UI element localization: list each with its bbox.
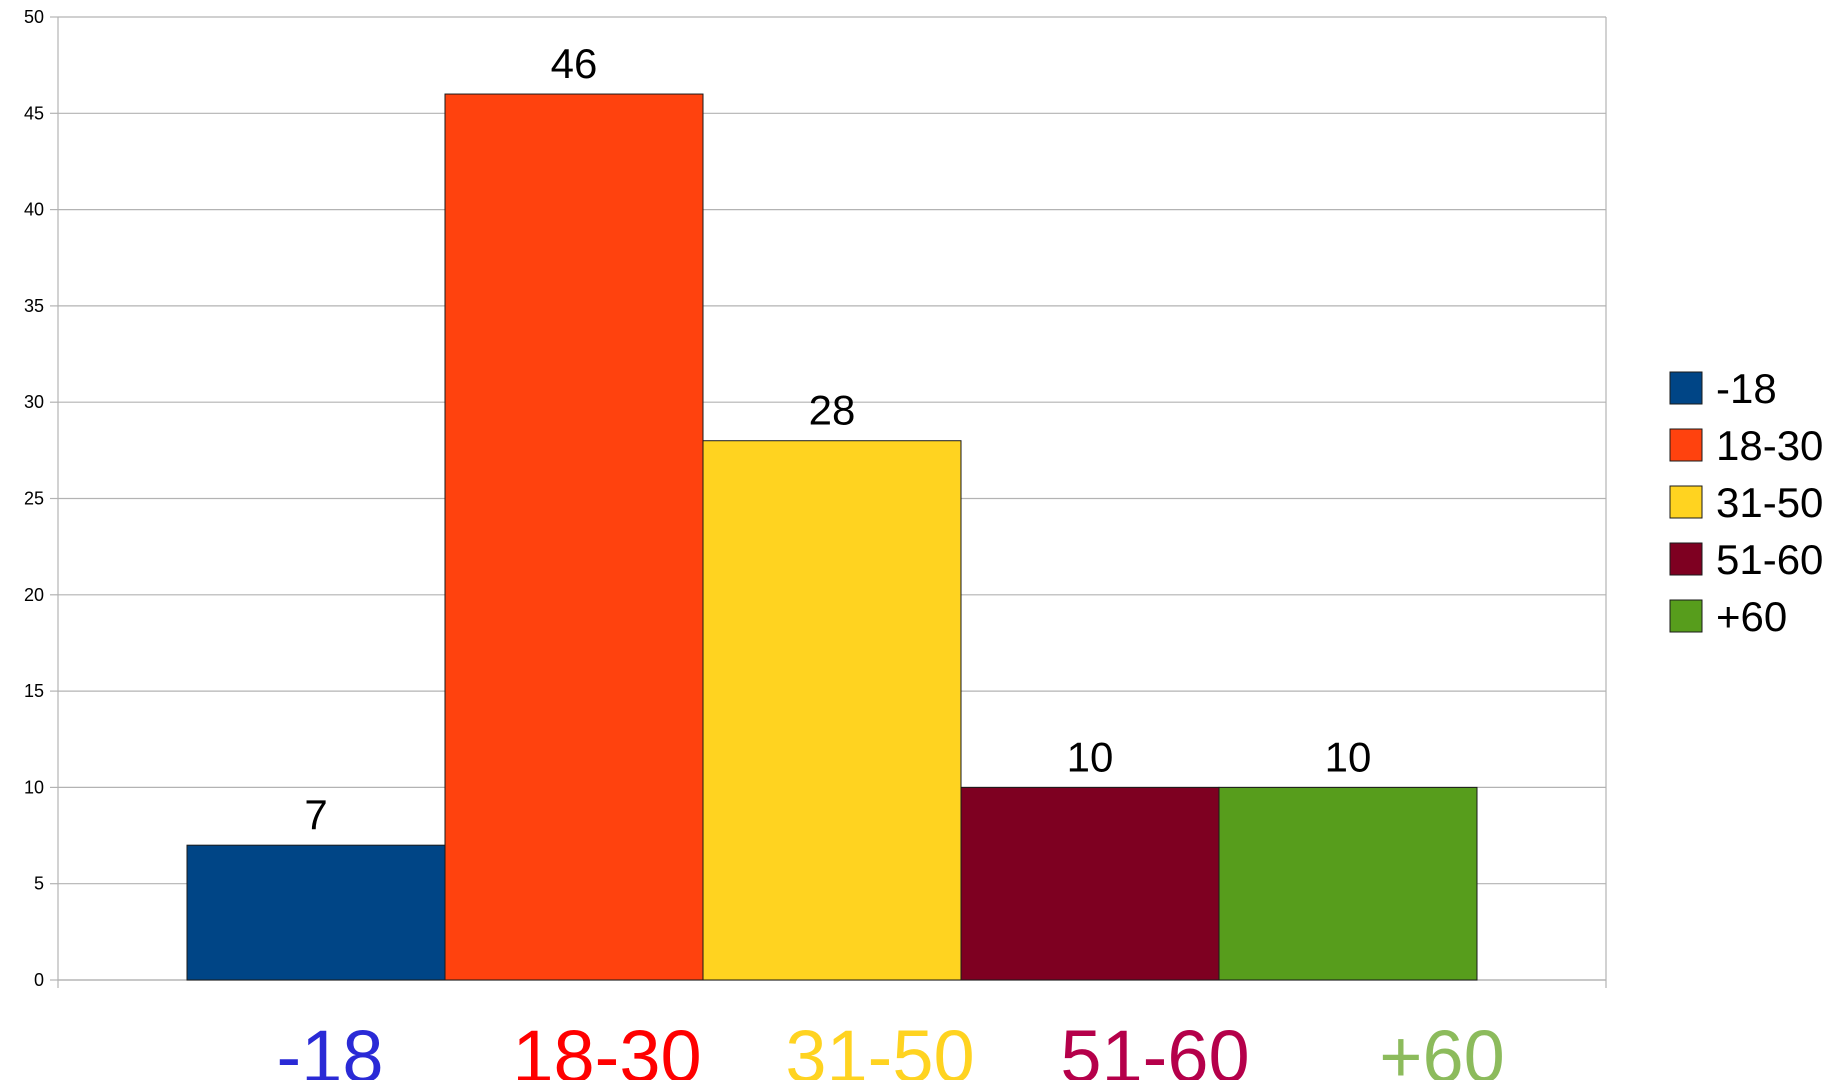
category-label: 31-50 — [785, 1015, 974, 1080]
y-tick-label: 35 — [24, 296, 44, 316]
y-tick-label: 25 — [24, 489, 44, 509]
y-tick-label: 20 — [24, 585, 44, 605]
y-tick-label: 45 — [24, 103, 44, 123]
bar-18-30 — [444, 93, 704, 981]
legend-label: -18 — [1716, 365, 1777, 412]
legend: -18 18-30 31-50 51-60 +60 — [1669, 365, 1823, 640]
y-tick-label: 5 — [34, 874, 44, 894]
legend-label: 51-60 — [1716, 536, 1823, 583]
y-tick-label: 50 — [24, 7, 44, 27]
legend-label: +60 — [1716, 593, 1787, 640]
data-label: 10 — [1067, 733, 1114, 780]
legend-label: 18-30 — [1716, 422, 1823, 469]
data-label: 10 — [1325, 733, 1372, 780]
legend-swatch — [1669, 371, 1703, 405]
data-label: 28 — [809, 387, 856, 434]
y-tick-label: 15 — [24, 681, 44, 701]
legend-swatch — [1669, 485, 1703, 519]
category-label: +60 — [1379, 1015, 1505, 1080]
bars — [186, 93, 1478, 981]
legend-label: 31-50 — [1716, 479, 1823, 526]
category-label: -18 — [277, 1015, 384, 1080]
y-tick-label: 10 — [24, 777, 44, 797]
category-label: 18-30 — [512, 1015, 701, 1080]
y-tick-label: 0 — [34, 970, 44, 990]
y-axis-tick-labels: 0 5 10 15 20 25 30 35 40 45 50 — [24, 7, 44, 990]
legend-swatch — [1669, 428, 1703, 462]
legend-swatch — [1669, 599, 1703, 633]
y-tick-label: 30 — [24, 392, 44, 412]
bar-+60 — [1218, 786, 1478, 981]
data-labels: 7 46 28 10 10 — [304, 40, 1371, 838]
data-label: 7 — [304, 791, 327, 838]
bar-51-60 — [960, 786, 1220, 981]
category-label: 51-60 — [1060, 1015, 1249, 1080]
legend-swatch — [1669, 542, 1703, 576]
bar--18 — [186, 844, 446, 981]
y-tick-label: 40 — [24, 200, 44, 220]
x-axis-category-labels: -18 18-30 31-50 51-60 +60 — [277, 1015, 1505, 1080]
data-label: 46 — [551, 40, 598, 87]
bar-31-50 — [702, 440, 962, 981]
